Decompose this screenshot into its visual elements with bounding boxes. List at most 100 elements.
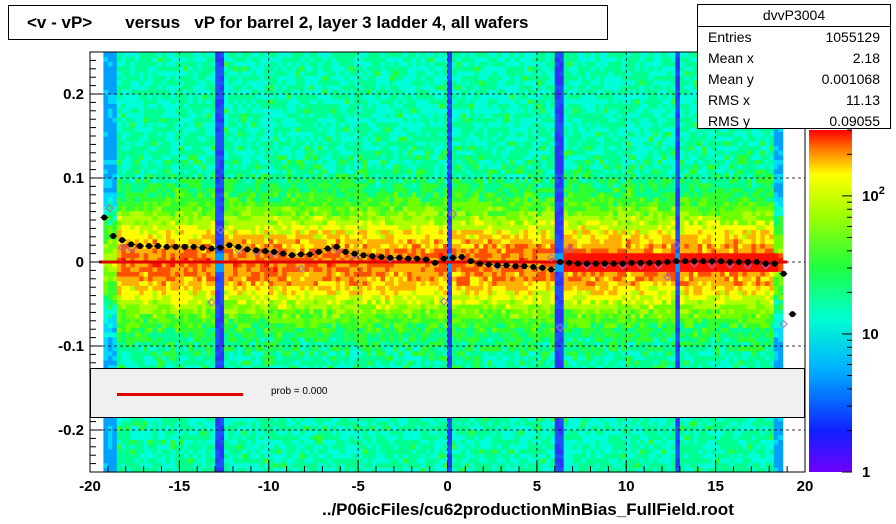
axes: -20 -15 -10 -5 0 5 10 15 20 -0.2 -0.1 0 0.1 0.2 <box>58 51 814 495</box>
open-marker <box>439 297 449 306</box>
profile-point <box>430 259 439 266</box>
profile-point <box>270 248 279 255</box>
profile-point <box>708 258 717 265</box>
profile-point <box>716 258 725 265</box>
y-tick-label: 0.2 <box>63 86 84 103</box>
stats-value: 1055129 <box>825 29 880 45</box>
profile-point <box>448 254 457 261</box>
open-marker <box>207 298 216 307</box>
stats-row-rms-x: RMS x 11.13 <box>698 90 890 111</box>
open-marker <box>448 209 458 219</box>
stats-row-rms-y: RMS y 0.09055 <box>698 111 890 132</box>
profile-point <box>636 259 645 266</box>
profile-point <box>296 251 305 258</box>
open-marker <box>234 246 243 255</box>
profile-point <box>162 243 171 250</box>
profile-point <box>681 258 690 265</box>
profile-point <box>529 264 538 271</box>
y-tick-label: -0.1 <box>58 338 84 355</box>
profile-point <box>565 259 574 266</box>
fit-legend: prob = 0.000 <box>90 368 805 418</box>
stats-title: dvvP3004 <box>698 5 890 27</box>
profile-point <box>484 261 493 268</box>
x-tick-label: 5 <box>533 478 541 495</box>
stats-key: RMS x <box>708 92 750 108</box>
profile-point <box>591 260 600 267</box>
profile-point <box>734 259 743 265</box>
open-marker <box>546 253 556 263</box>
profile-point <box>252 247 261 254</box>
profile-point <box>350 250 359 257</box>
open-marker <box>105 204 114 213</box>
profile-point <box>770 260 779 267</box>
profile-point <box>234 243 243 250</box>
stats-key: Mean y <box>708 71 754 87</box>
profile-point <box>627 259 636 266</box>
profile-point <box>118 237 127 244</box>
profile-point <box>386 254 395 261</box>
profile-point <box>457 253 466 260</box>
x-tick-label: -10 <box>258 478 280 495</box>
y-tick-label: 0.1 <box>63 170 84 187</box>
colorbar-tick-label: 1 <box>862 464 870 481</box>
profile-point <box>573 260 582 267</box>
open-marker <box>672 240 681 250</box>
stats-row-mean-y: Mean y 0.001068 <box>698 69 890 90</box>
profile-point <box>359 252 368 259</box>
stats-key: Mean x <box>708 50 754 66</box>
file-path-footer: ../P06icFiles/cu62productionMinBias_Full… <box>322 500 734 519</box>
profile-point <box>502 262 511 269</box>
profile-point <box>422 256 431 263</box>
x-tick-label: -20 <box>79 478 101 495</box>
open-marker <box>743 261 753 270</box>
profile-point <box>100 214 109 221</box>
profile-point <box>788 311 797 318</box>
profile-point <box>547 266 556 273</box>
profile-point <box>109 232 118 239</box>
profile-point <box>699 258 708 265</box>
profile-point <box>395 254 404 261</box>
profile-point <box>538 264 547 271</box>
profile-point <box>198 244 207 251</box>
profile-point <box>466 258 475 265</box>
profile-point <box>475 260 484 267</box>
profile-point <box>314 248 323 255</box>
profile-point <box>207 245 216 252</box>
profile-point <box>645 259 654 266</box>
profile-point <box>279 250 288 257</box>
profile-point <box>743 259 752 265</box>
profile-point <box>189 243 198 250</box>
legend-line-swatch <box>117 393 243 396</box>
profile-point <box>609 260 618 267</box>
x-tick-label: 15 <box>707 478 724 495</box>
profile-point <box>287 252 296 259</box>
profile-points <box>100 214 797 318</box>
profile-point <box>690 258 699 265</box>
profile-point <box>377 253 386 260</box>
profile-point <box>332 243 341 250</box>
profile-point <box>663 259 672 265</box>
colorbar-tick-label: 10 <box>862 326 879 343</box>
profile-point <box>779 270 788 277</box>
stats-value: 11.13 <box>846 92 880 108</box>
profile-point <box>520 263 529 270</box>
profile-point <box>600 260 609 267</box>
profile-point <box>582 260 591 267</box>
colorbar-gradient <box>809 130 852 472</box>
x-tick-label: 0 <box>443 478 451 495</box>
stats-row-mean-x: Mean x 2.18 <box>698 48 890 69</box>
y-tick-label: -0.2 <box>58 422 84 439</box>
profile-point <box>761 260 770 267</box>
profile-point <box>136 243 145 250</box>
profile-point <box>243 246 252 253</box>
profile-point <box>618 260 627 267</box>
stats-value: 0.09055 <box>829 113 880 129</box>
profile-point <box>261 248 270 255</box>
profile-point <box>654 259 663 266</box>
profile-point <box>752 259 761 265</box>
y-tick-label: 0 <box>76 254 84 271</box>
profile-point <box>439 255 448 262</box>
open-marker <box>564 244 574 253</box>
open-marker <box>126 244 136 253</box>
x-tick-label: 20 <box>797 478 814 495</box>
